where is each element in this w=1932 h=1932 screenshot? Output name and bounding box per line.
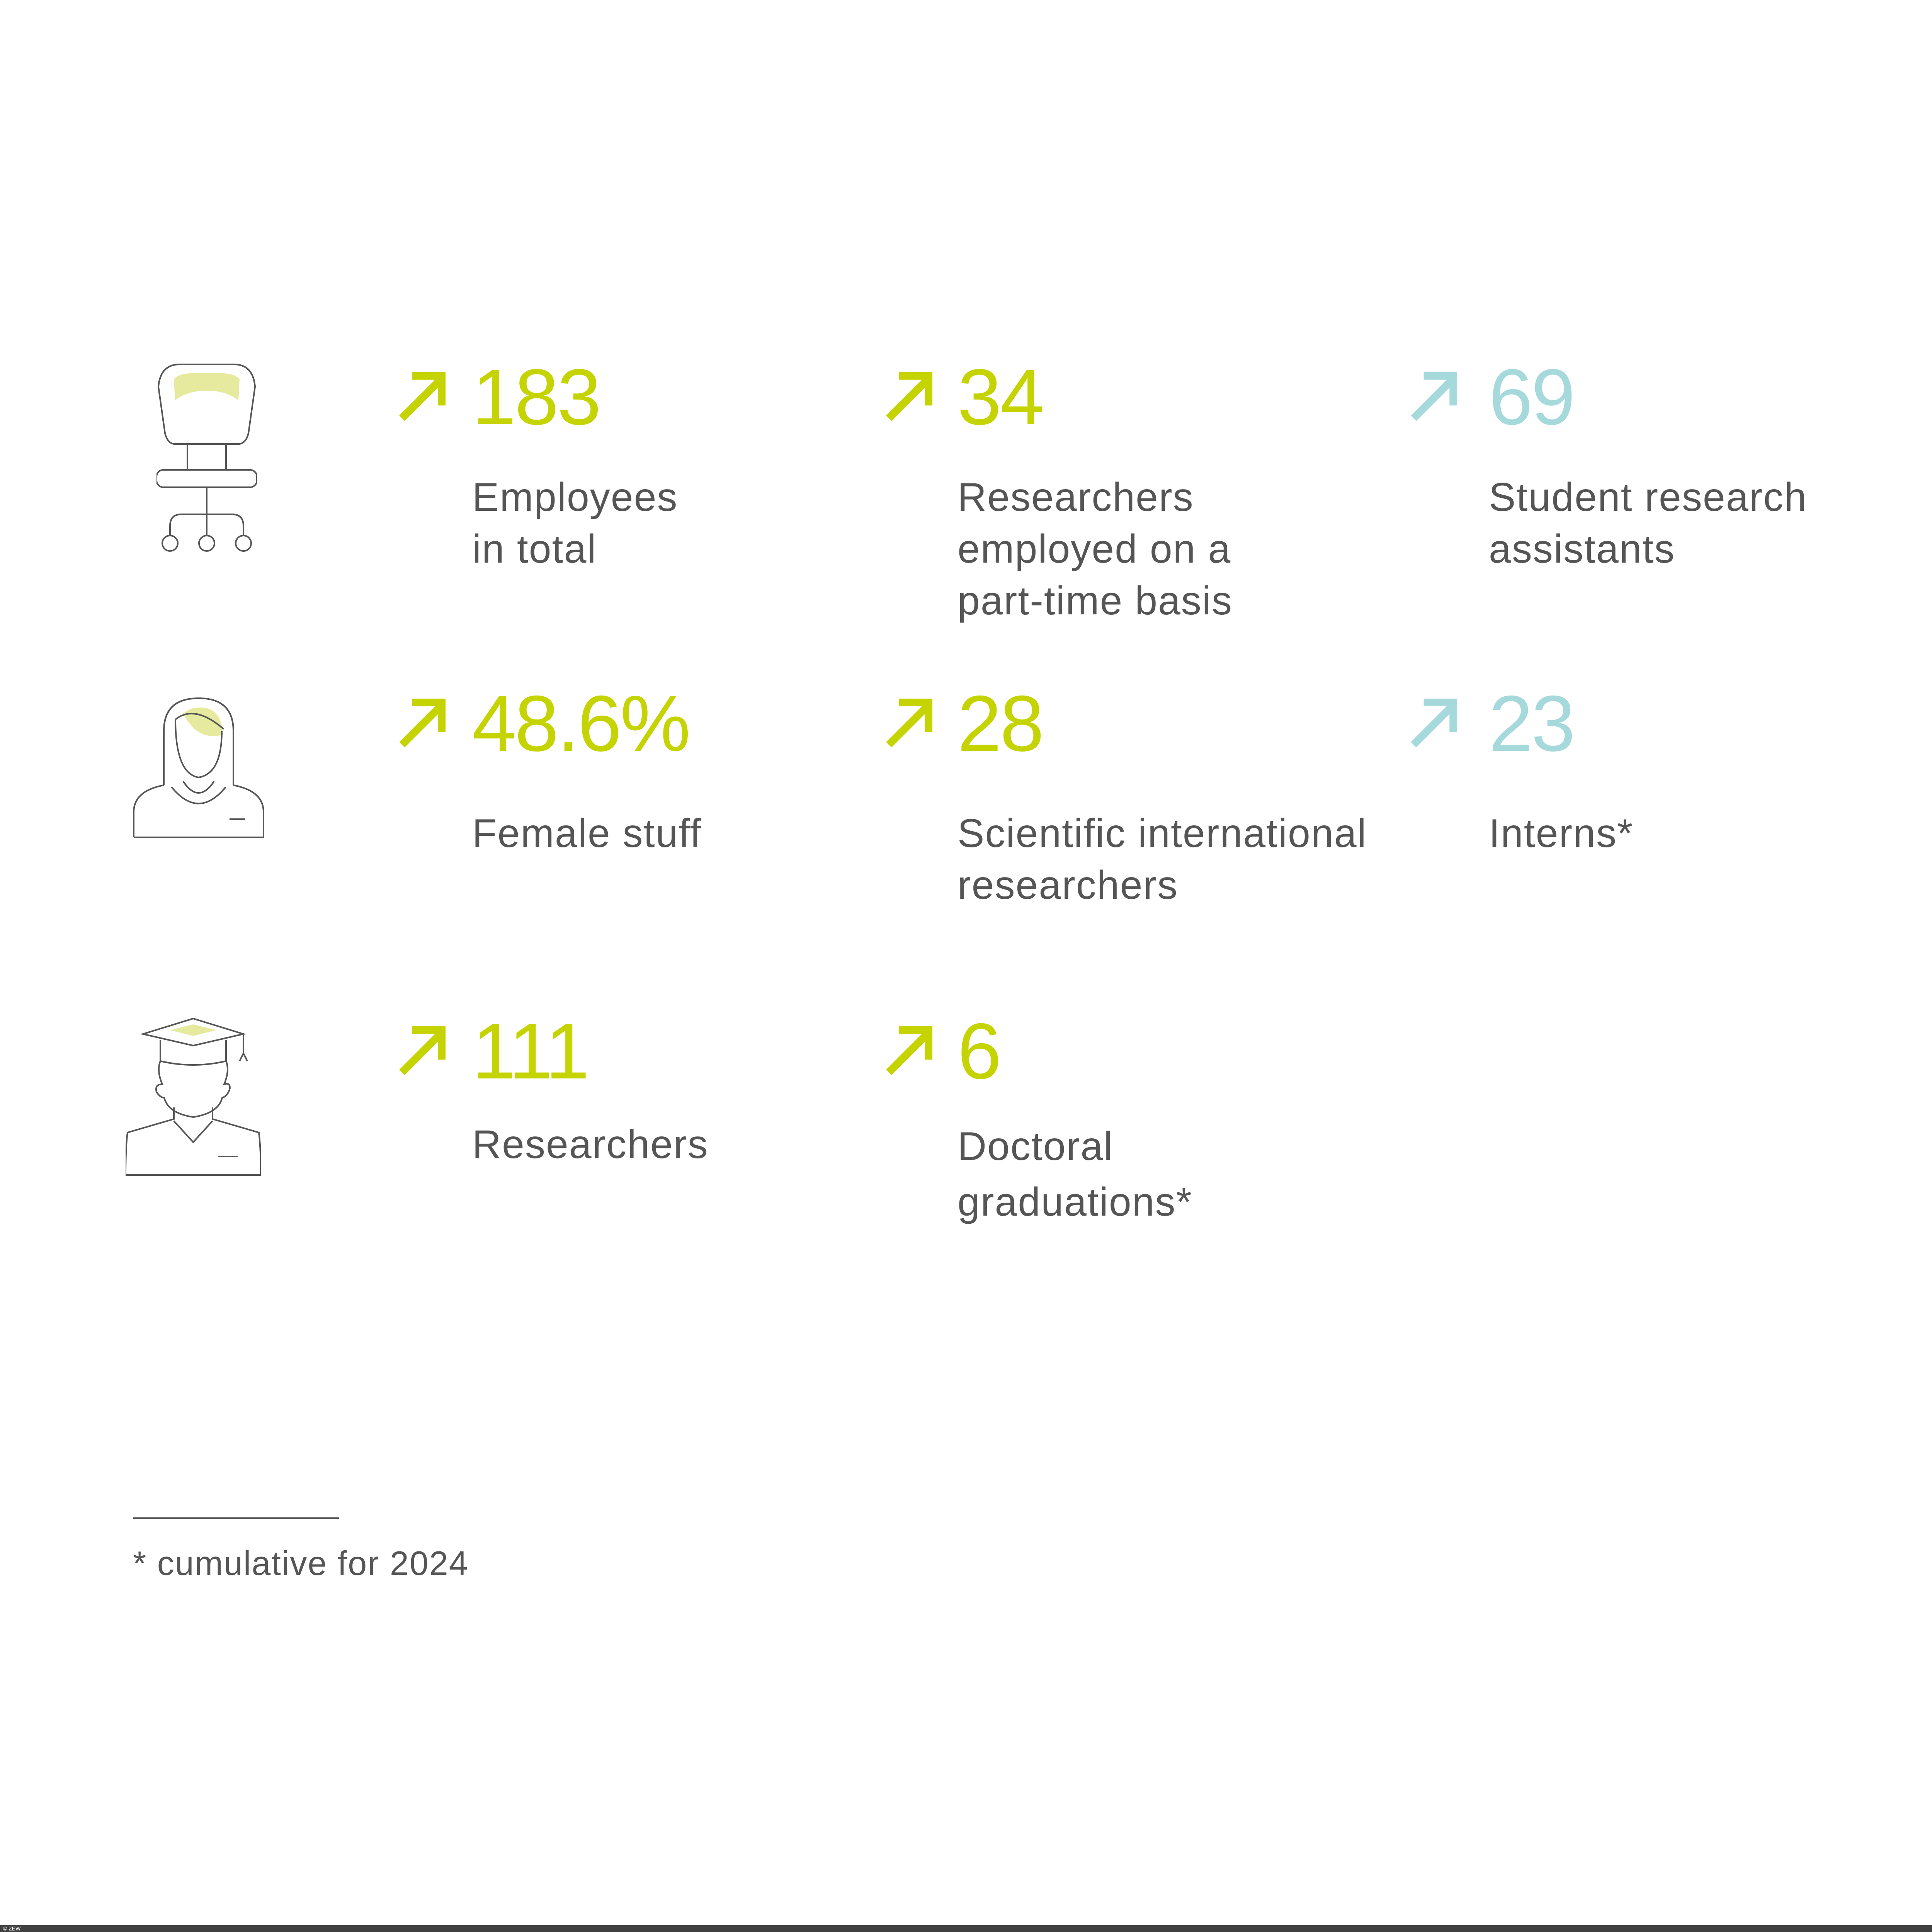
footnote-divider [133, 1517, 339, 1519]
label-line: employed on a [957, 527, 1231, 571]
label-line: assistants [1489, 527, 1675, 571]
label-line: part-time basis [957, 578, 1233, 623]
stat-value-international: 28 [957, 679, 1044, 768]
label-line: Student research [1489, 475, 1808, 520]
label-line: Female stuff [472, 811, 702, 856]
footer-bar: © ZEW [0, 1925, 1932, 1932]
label-line: Employees [472, 475, 678, 520]
stat-label-doctoral: Doctoral graduations* [957, 1119, 1192, 1230]
stat-value-researchers: 111 [472, 1007, 590, 1095]
stat-value-student-assistants: 69 [1489, 353, 1575, 441]
stat-label-international: Scientific international researchers [957, 808, 1367, 911]
copyright: © ZEW [3, 1925, 21, 1932]
stat-label-researchers: Researchers [472, 1119, 709, 1170]
stat-value-female-staff: 48.6% [472, 679, 690, 768]
label-line: Researchers [957, 475, 1194, 520]
stat-value-part-time: 34 [957, 353, 1044, 441]
label-line: researchers [957, 863, 1179, 908]
stat-label-female-staff: Female stuff [472, 808, 702, 859]
label-line: Researchers [472, 1122, 709, 1167]
up-arrow-icon [886, 1026, 933, 1075]
label-line: graduations* [957, 1180, 1192, 1225]
footnote: * cumulative for 2024 [133, 1544, 469, 1582]
up-arrow-icon [886, 372, 933, 421]
up-arrow-icon [1411, 372, 1458, 421]
stat-label-employees: Employees in total [472, 471, 678, 575]
up-arrow-icon [399, 1026, 446, 1075]
label-line: Interns* [1489, 811, 1634, 856]
graduate-icon [126, 1017, 261, 1176]
stat-label-interns: Interns* [1489, 808, 1633, 859]
stat-value-doctoral: 6 [957, 1007, 1002, 1095]
up-arrow-icon [1411, 698, 1458, 747]
up-arrow-icon [399, 372, 446, 421]
up-arrow-icon [399, 698, 446, 747]
stat-value-employees: 183 [472, 353, 601, 441]
stat-value-interns: 23 [1489, 679, 1575, 768]
label-line: in total [472, 527, 597, 571]
female-person-icon [133, 697, 264, 838]
stat-label-student-assistants: Student research assistants [1489, 471, 1807, 575]
up-arrow-icon [886, 698, 933, 747]
label-line: Scientific international [957, 811, 1367, 856]
stat-label-part-time: Researchers employed on a part-time basis [957, 471, 1233, 627]
label-line: Doctoral [957, 1124, 1114, 1169]
office-chair-icon [156, 364, 257, 552]
